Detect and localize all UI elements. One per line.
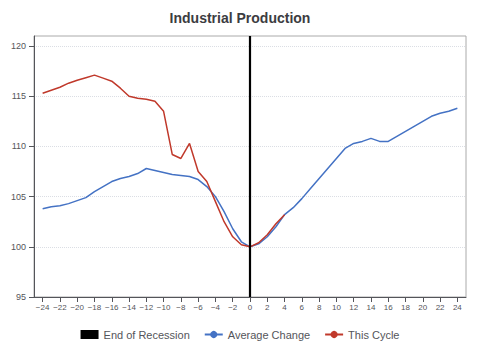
svg-text:20: 20	[418, 303, 427, 312]
svg-text:4: 4	[282, 303, 287, 312]
svg-text:16: 16	[384, 303, 393, 312]
svg-text:95: 95	[16, 292, 26, 302]
svg-text:6: 6	[300, 303, 305, 312]
svg-text:−24: −24	[36, 303, 50, 312]
svg-text:−22: −22	[53, 303, 67, 312]
svg-text:100: 100	[11, 242, 26, 252]
svg-text:−16: −16	[105, 303, 119, 312]
svg-text:14: 14	[367, 303, 376, 312]
svg-text:−14: −14	[122, 303, 136, 312]
svg-text:24: 24	[453, 303, 462, 312]
svg-text:105: 105	[11, 192, 26, 202]
svg-text:8: 8	[317, 303, 322, 312]
svg-text:−18: −18	[88, 303, 102, 312]
svg-text:−10: −10	[157, 303, 171, 312]
svg-text:18: 18	[401, 303, 410, 312]
svg-text:2: 2	[265, 303, 270, 312]
svg-text:115: 115	[12, 91, 26, 101]
svg-text:10: 10	[332, 303, 341, 312]
svg-text:−8: −8	[176, 303, 186, 312]
svg-text:120: 120	[11, 41, 26, 51]
svg-text:Industrial Production: Industrial Production	[170, 10, 311, 26]
svg-text:12: 12	[349, 303, 358, 312]
svg-text:This Cycle: This Cycle	[348, 329, 399, 341]
svg-text:0: 0	[248, 303, 253, 312]
svg-text:−20: −20	[70, 303, 84, 312]
svg-text:110: 110	[12, 141, 26, 151]
svg-text:−6: −6	[194, 303, 204, 312]
svg-text:−4: −4	[211, 303, 221, 312]
svg-text:End of Recession: End of Recession	[104, 329, 190, 341]
svg-text:Average Change: Average Change	[228, 329, 310, 341]
svg-text:22: 22	[436, 303, 445, 312]
svg-text:−2: −2	[228, 303, 238, 312]
svg-text:−12: −12	[140, 303, 154, 312]
